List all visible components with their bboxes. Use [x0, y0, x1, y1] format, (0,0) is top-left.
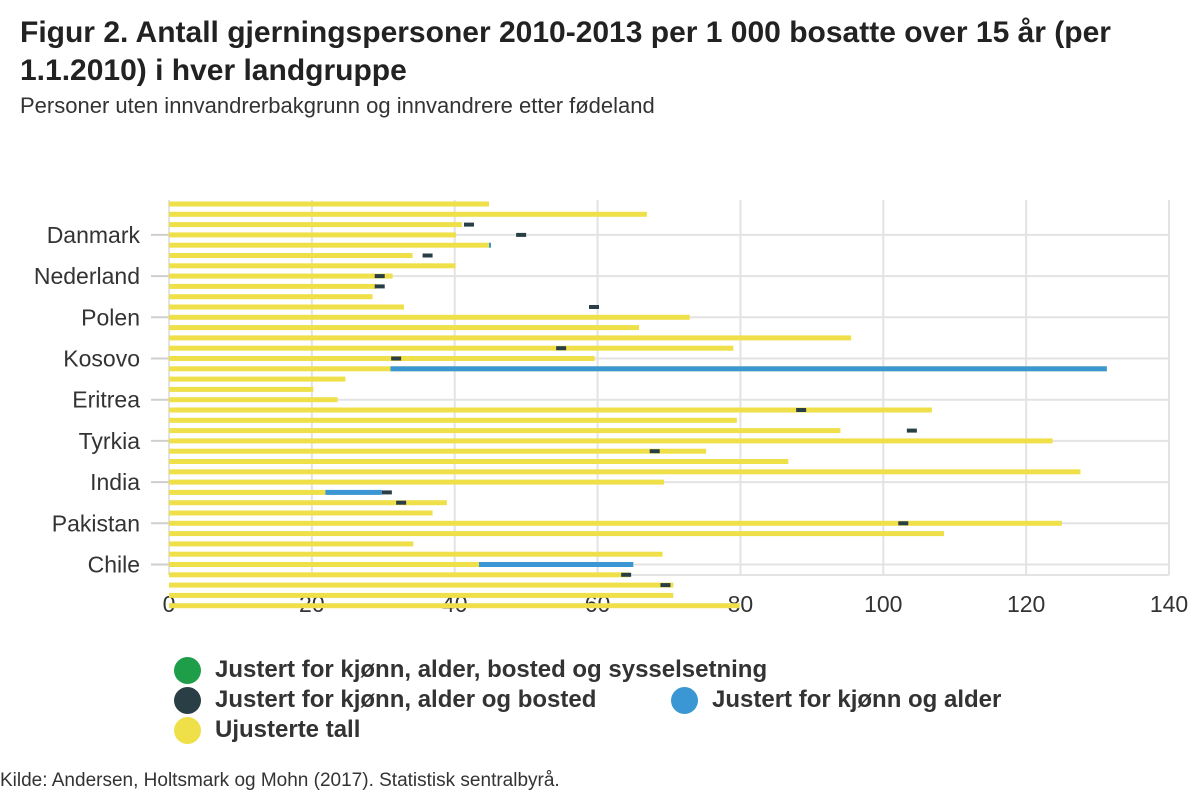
- y-tick-label: Tyrkia: [79, 428, 141, 454]
- legend-item-unadjusted: Ujusterte tall: [174, 716, 360, 744]
- y-tick-label: Eritrea: [72, 387, 140, 413]
- marker-residence-adjusted: [649, 449, 660, 454]
- bar-unadjusted: [169, 397, 338, 403]
- bar-unadjusted: [169, 551, 663, 557]
- bar-unadjusted: [169, 335, 852, 341]
- bar-unadjusted: [169, 386, 314, 392]
- bar-unadjusted: [169, 489, 326, 495]
- legend-item-residence-adjusted: Justert for kjønn, alder og bosted: [174, 686, 596, 714]
- marker-residence-adjusted: [464, 222, 474, 227]
- bar-unadjusted: [169, 572, 630, 578]
- bar-unadjusted: [169, 603, 740, 609]
- bar-unadjusted: [169, 510, 433, 516]
- legend-swatch-yellow: [174, 716, 201, 744]
- bar-unadjusted: [169, 211, 647, 217]
- legend-item-employment-adjusted: Justert for kjønn, alder, bosted og syss…: [174, 656, 767, 684]
- marker-residence-adjusted: [422, 253, 433, 258]
- marker-residence-adjusted: [906, 428, 917, 433]
- legend-label: Justert for kjønn, alder, bosted og syss…: [215, 656, 768, 683]
- x-tick-label: 140: [1150, 591, 1188, 617]
- bar-unadjusted: [169, 479, 664, 485]
- bar-unadjusted: [169, 273, 393, 279]
- marker-residence-adjusted: [621, 572, 632, 577]
- marker-residence-adjusted: [391, 356, 402, 361]
- marker-residence-adjusted: [556, 346, 567, 351]
- bar-unadjusted: [169, 201, 489, 207]
- bar-unadjusted: [169, 283, 377, 289]
- legend-swatch-blue: [671, 686, 698, 714]
- marker-residence-adjusted: [374, 274, 385, 279]
- marker-residence-adjusted: [396, 500, 407, 505]
- bar-unadjusted: [169, 242, 489, 248]
- marker-residence-adjusted: [796, 408, 807, 412]
- bar-unadjusted: [169, 469, 1081, 475]
- marker-residence-adjusted: [589, 305, 599, 309]
- bar-unadjusted: [169, 531, 944, 537]
- bar-unadjusted: [169, 345, 734, 351]
- bar-age-adjusted: [390, 366, 1107, 372]
- bar-age-adjusted: [489, 242, 491, 248]
- marker-residence-adjusted: [516, 232, 527, 237]
- bar-unadjusted: [169, 592, 674, 598]
- bar-unadjusted: [169, 438, 1053, 444]
- bar-age-adjusted: [479, 562, 634, 567]
- x-tick-label: 100: [864, 591, 902, 617]
- bar-unadjusted: [169, 222, 462, 228]
- bar-unadjusted: [169, 417, 737, 423]
- bar-unadjusted: [169, 294, 373, 300]
- marker-residence-adjusted: [381, 490, 392, 495]
- y-tick-label: Chile: [88, 552, 140, 578]
- legend-swatch-dark: [174, 686, 201, 714]
- bar-unadjusted: [169, 562, 634, 567]
- chart-subtitle: Personer uten innvandrerbakgrunn og innv…: [20, 93, 655, 118]
- bar-unadjusted: [169, 428, 841, 434]
- y-tick-label: Kosovo: [63, 346, 140, 372]
- y-tick-label: Danmark: [47, 222, 141, 248]
- bar-unadjusted: [169, 500, 447, 506]
- bar-unadjusted: [169, 232, 457, 238]
- bar-unadjusted: [169, 314, 690, 320]
- y-tick-label: Polen: [81, 304, 140, 330]
- y-tick-label: India: [90, 469, 140, 495]
- marker-residence-adjusted: [374, 284, 385, 289]
- marker-residence-adjusted: [898, 521, 909, 526]
- bar-age-adjusted: [325, 489, 382, 495]
- bar-chart: Danmark Nederland Polen Kosovo Eritrea Tyrkia…: [34, 200, 1188, 617]
- bar-unadjusted: [169, 376, 346, 382]
- bar-unadjusted: [169, 520, 1062, 526]
- legend-label: Ujusterte tall: [215, 716, 361, 743]
- legend-swatch-green: [174, 656, 201, 684]
- bar-unadjusted: [169, 304, 404, 310]
- legend: Justert for kjønn, alder, bosted og syss…: [174, 656, 1074, 750]
- legend-label: Justert for kjønn og alder: [712, 686, 1002, 713]
- y-tick-label: Nederland: [34, 263, 140, 289]
- bar-unadjusted: [169, 459, 789, 464]
- bar-unadjusted: [169, 263, 456, 269]
- bar-unadjusted: [169, 325, 639, 331]
- chart-title: Figur 2. Antall gjerningspersoner 2010-2…: [20, 16, 1111, 87]
- marker-residence-adjusted: [660, 583, 671, 588]
- bar-unadjusted: [169, 582, 674, 588]
- legend-item-age-adjusted: Justert for kjønn og alder: [671, 686, 1001, 714]
- bar-unadjusted: [169, 448, 707, 454]
- legend-label: Justert for kjønn, alder og bosted: [215, 686, 597, 713]
- bar-unadjusted: [169, 356, 595, 361]
- x-tick-label: 120: [1007, 591, 1045, 617]
- bar-unadjusted: [169, 253, 413, 258]
- source-note: Kilde: Andersen, Holtsmark og Mohn (2017…: [0, 770, 560, 791]
- bar-unadjusted: [169, 541, 414, 547]
- bar-unadjusted: [169, 407, 932, 413]
- y-tick-label: Pakistan: [52, 510, 140, 536]
